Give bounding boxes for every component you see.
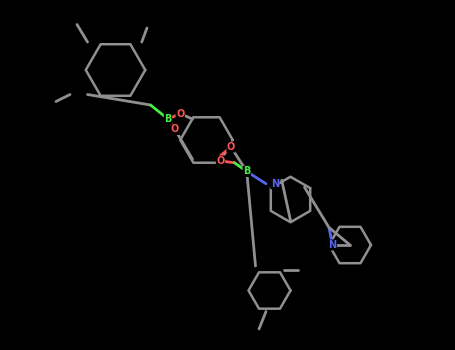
Text: N: N	[329, 240, 337, 250]
Text: O: O	[227, 142, 235, 152]
Text: O: O	[217, 156, 225, 166]
Text: N: N	[271, 179, 279, 189]
Text: B: B	[164, 114, 172, 124]
Text: O: O	[171, 125, 179, 134]
Text: B: B	[243, 167, 250, 176]
Text: O: O	[176, 109, 184, 119]
